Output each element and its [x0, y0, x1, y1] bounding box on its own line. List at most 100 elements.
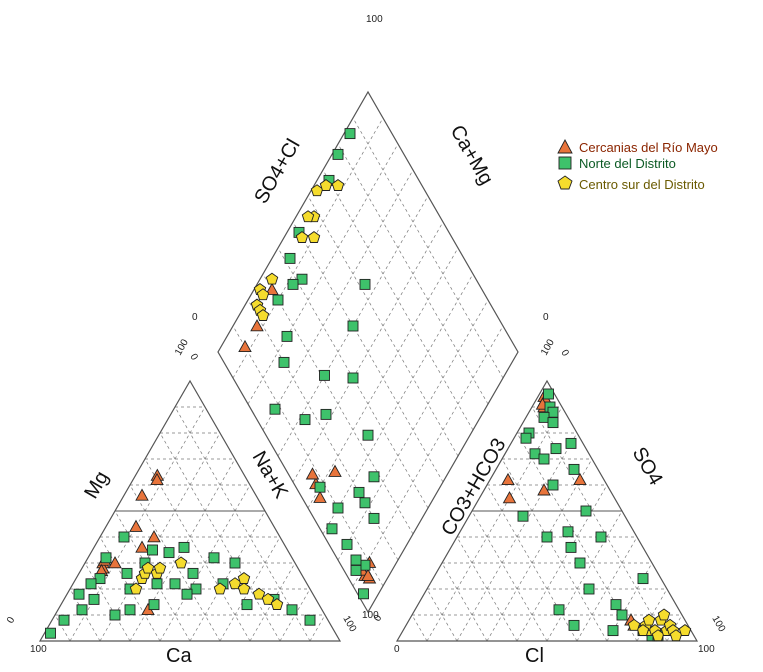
points-layer — [45, 128, 692, 642]
point-pentagon-2-7-anion — [627, 618, 641, 631]
point-square-1-19-cation — [73, 588, 85, 600]
point-square-1-17-diamond — [344, 128, 356, 140]
point-square-1-1-diamond — [326, 523, 338, 535]
tick-diamond-top: 100 — [366, 14, 383, 25]
axis-label-na-k: Na+K — [248, 448, 293, 503]
cation-grid-b — [309, 614, 326, 642]
point-square-1-10-anion — [610, 599, 622, 611]
point-square-1-18-cation — [76, 604, 88, 616]
point-pentagon-2-9-cation — [237, 582, 251, 595]
point-square-1-2-cation — [88, 593, 100, 605]
point-pentagon-2-4-diamond — [256, 288, 270, 301]
point-square-1-6-anion — [541, 531, 553, 543]
point-square-1-13-diamond — [284, 252, 296, 264]
point-square-1-5-diamond — [299, 414, 311, 426]
point-square-1-26-diamond — [362, 429, 374, 441]
point-square-1-7-anion — [574, 557, 586, 569]
point-square-1-28-anion — [595, 531, 607, 543]
point-square-1-2-anion — [538, 453, 550, 465]
point-triangle-0-11-diamond — [265, 282, 279, 295]
point-pentagon-2-11-cation — [252, 587, 266, 600]
diamond-grid-a — [232, 117, 384, 379]
point-square-1-6-diamond — [319, 369, 330, 381]
point-square-1-16-diamond — [332, 148, 344, 160]
axis-label-co3-hco3: CO3+HCO3 — [437, 435, 510, 540]
point-square-1-11-anion — [553, 604, 565, 616]
point-square-1-25-anion — [550, 443, 562, 455]
point-square-1-4-cation — [124, 604, 136, 616]
point-square-1-4-diamond — [320, 408, 332, 420]
point-pentagon-2-13-anion — [642, 613, 656, 626]
diamond-grid-b — [307, 195, 459, 457]
point-triangle-0-7-diamond — [305, 467, 320, 480]
point-pentagon-2-12-cation — [261, 592, 275, 605]
point-square-1-3-diamond — [314, 481, 326, 493]
point-square-1-4-anion — [517, 510, 529, 522]
point-triangle-0-8-anion — [501, 472, 515, 486]
point-triangle-0-5-diamond — [328, 464, 342, 477]
point-square-1-7-cation — [118, 531, 130, 543]
point-square-1-0-diamond — [358, 588, 369, 600]
point-pentagon-2-12-anion — [678, 624, 692, 636]
point-triangle-0-10-diamond — [250, 319, 264, 332]
point-pentagon-2-8-diamond — [307, 231, 321, 243]
diamond-grid-b — [322, 169, 474, 431]
legend-label-centro-sur: Centro sur del Distrito — [579, 177, 705, 192]
axis-label-cl: Cl — [525, 645, 544, 667]
anion-grid-b — [486, 458, 593, 642]
tick-ca-100: 100 — [30, 644, 47, 655]
point-pentagon-2-8-anion — [657, 608, 671, 621]
legend-label-cercanias: Cercanias del Río Mayo — [579, 140, 718, 155]
point-square-1-12-diamond — [272, 294, 284, 306]
point-pentagon-2-13-diamond — [331, 179, 345, 191]
point-square-1-12-cation — [178, 541, 190, 553]
diamond-grid-a — [262, 169, 414, 431]
cation-grid-a — [159, 432, 281, 642]
point-square-1-9-diamond — [281, 330, 293, 342]
tick-cl-0: 0 — [394, 644, 400, 655]
anion-outline — [395, 379, 699, 642]
point-pentagon-2-6-diamond — [265, 272, 279, 285]
cation-grid-a — [54, 614, 71, 642]
point-triangle-0-5-anion — [573, 472, 587, 486]
axis-label-mg: Mg — [80, 467, 113, 502]
point-triangle-0-7-anion — [502, 491, 517, 504]
anion-grid-a — [441, 562, 488, 642]
point-square-1-21-diamond — [368, 512, 380, 524]
point-square-1-5-cation — [121, 567, 133, 579]
axis-label-so4: SO4 — [628, 444, 667, 490]
point-square-1-14-anion — [607, 625, 619, 637]
point-square-1-11-diamond — [287, 278, 299, 290]
point-square-1-3-anion — [547, 479, 559, 491]
point-pentagon-2-12-diamond — [319, 179, 333, 191]
legend-marker-triangle — [557, 139, 573, 154]
diamond-outline — [217, 90, 519, 614]
diamond-grid-b — [337, 143, 489, 405]
diamond-grid-a — [247, 143, 399, 405]
tick-hco3-0: 0 — [372, 613, 385, 624]
legend-marker-square — [558, 156, 572, 170]
point-square-1-20-cation — [85, 578, 97, 590]
point-pentagon-2-13-cation — [270, 598, 284, 610]
point-pentagon-2-5-diamond — [256, 309, 270, 321]
point-square-1-27-cation — [181, 588, 193, 600]
legend-label-norte: Norte del Distrito — [579, 156, 676, 171]
point-square-1-8-anion — [637, 573, 649, 585]
point-triangle-0-6-anion — [537, 483, 551, 496]
tick-so4-0: 0 — [558, 348, 571, 359]
point-pentagon-2-4-cation — [153, 561, 167, 574]
point-square-1-18-diamond — [359, 559, 371, 571]
point-square-1-7-diamond — [269, 403, 281, 415]
anion-grid-a — [471, 510, 548, 642]
point-square-1-28-diamond — [347, 320, 359, 332]
point-triangle-0-10-cation — [147, 530, 161, 543]
point-square-1-21-cation — [109, 609, 121, 621]
point-triangle-0-4-cation — [108, 556, 122, 569]
tick-mg-0: 0 — [5, 615, 18, 626]
point-square-1-26-cation — [169, 578, 181, 590]
tick-diamond-bottom: 100 — [362, 610, 379, 621]
anion-grid-b — [666, 614, 683, 642]
point-square-1-22-cation — [100, 552, 112, 564]
tick-na-0: 0 — [187, 352, 200, 363]
